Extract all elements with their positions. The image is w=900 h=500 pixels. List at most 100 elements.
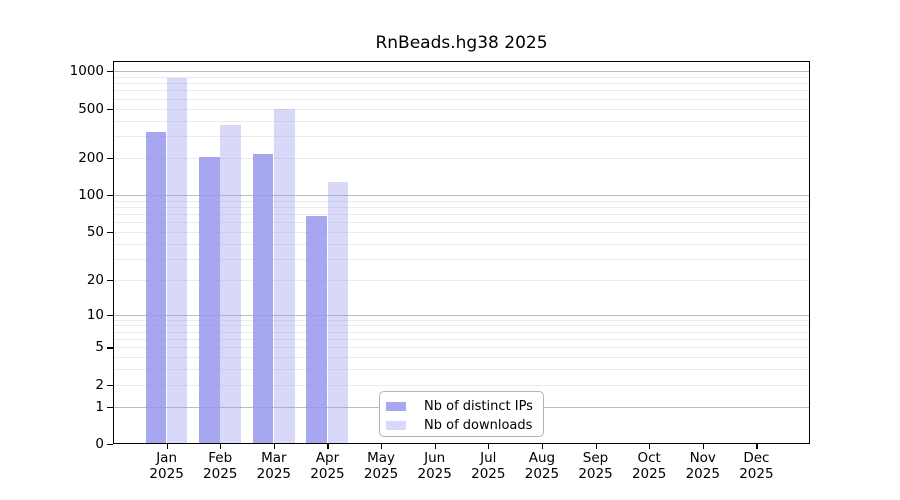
x-tick-label: Apr 2025 <box>299 450 355 483</box>
legend-item-downloads: Nb of downloads <box>386 416 535 435</box>
gridline-minor <box>113 279 810 281</box>
x-tick-month: Dec <box>743 450 770 466</box>
y-tick-mark <box>107 108 113 110</box>
x-tick-year: 2025 <box>471 466 506 483</box>
y-tick-label: 20 <box>86 271 104 288</box>
y-tick-label: 1000 <box>69 63 104 80</box>
x-tick-mark <box>327 444 329 449</box>
x-tick-mark <box>166 444 168 449</box>
y-tick-mark <box>107 195 113 197</box>
x-tick-month: Apr <box>315 450 340 466</box>
x-tick-mark <box>220 444 222 449</box>
gridline-minor <box>113 347 810 349</box>
gridline-minor <box>113 214 810 216</box>
x-tick-month: Jun <box>424 450 446 466</box>
x-tick-label: Jan 2025 <box>139 450 195 483</box>
x-tick-year: 2025 <box>203 466 238 483</box>
x-tick-month: Sep <box>582 450 609 466</box>
legend-label-downloads: Nb of downloads <box>424 418 533 433</box>
legend-swatch-downloads <box>386 421 406 430</box>
x-tick-mark <box>541 444 544 449</box>
x-tick-year: 2025 <box>685 466 720 483</box>
gridline-major <box>113 195 810 196</box>
bar-distinct-ips-mar <box>252 153 274 444</box>
x-tick-year: 2025 <box>739 466 774 483</box>
x-tick-month: Mar <box>261 450 287 466</box>
x-tick-label: Aug 2025 <box>514 450 570 483</box>
x-tick-mark <box>273 444 276 449</box>
x-tick-month: Aug <box>528 450 556 466</box>
gridline-minor <box>113 206 810 208</box>
gridline-minor <box>113 369 810 371</box>
x-tick-year: 2025 <box>417 466 452 483</box>
y-tick-label: 100 <box>78 187 104 203</box>
y-tick-mark <box>107 231 113 234</box>
y-tick-mark <box>107 406 113 408</box>
x-tick-label: May 2025 <box>353 450 409 483</box>
x-tick-month: May <box>367 450 396 466</box>
y-tick-label: 50 <box>86 223 104 240</box>
x-tick-mark <box>649 444 651 449</box>
x-tick-mark <box>381 444 383 449</box>
y-tick-mark <box>107 279 113 281</box>
x-tick-mark <box>756 444 758 449</box>
x-tick-mark <box>595 444 597 449</box>
legend-item-distinct-ips: Nb of distinct IPs <box>386 397 535 416</box>
gridline-minor <box>113 339 810 341</box>
gridline-minor <box>113 222 810 224</box>
y-tick-mark <box>107 347 113 349</box>
bar-distinct-ips-jan <box>145 131 167 444</box>
y-tick-label: 500 <box>78 100 104 117</box>
legend: Nb of distinct IPs Nb of downloads <box>379 391 544 437</box>
bar-downloads-apr <box>327 182 349 444</box>
x-tick-month: Oct <box>637 450 661 466</box>
gridline-minor <box>113 231 810 233</box>
gridline-minor <box>113 384 810 386</box>
x-tick-label: Nov 2025 <box>675 450 731 483</box>
gridline-minor <box>113 157 810 159</box>
y-tick-label: 200 <box>78 149 104 166</box>
x-tick-month: Jan <box>156 450 178 466</box>
legend-label-distinct-ips: Nb of distinct IPs <box>424 399 533 414</box>
x-tick-label: Mar 2025 <box>246 450 302 483</box>
x-tick-year: 2025 <box>310 466 345 483</box>
bar-distinct-ips-apr <box>306 216 327 444</box>
x-tick-month: Nov <box>689 450 716 466</box>
x-tick-year: 2025 <box>524 466 560 483</box>
x-tick-mark <box>434 444 436 449</box>
x-tick-month: Feb <box>208 450 233 466</box>
x-tick-label: Feb 2025 <box>192 450 248 483</box>
x-tick-month: Jul <box>480 450 497 466</box>
x-tick-year: 2025 <box>363 466 399 483</box>
y-tick-label: 2 <box>95 376 104 393</box>
y-tick-mark <box>107 71 113 73</box>
x-tick-label: Dec 2025 <box>728 450 784 483</box>
gridline-minor <box>113 98 810 100</box>
gridline-major <box>113 314 810 316</box>
y-tick-mark <box>107 384 113 386</box>
y-tick-mark <box>107 444 113 446</box>
plot-area <box>113 61 810 444</box>
gridline-minor <box>113 331 810 333</box>
gridline-minor <box>113 243 810 245</box>
bar-downloads-feb <box>220 125 241 444</box>
gridline-minor <box>113 319 810 321</box>
gridline-minor <box>113 136 810 138</box>
gridline-minor <box>113 200 810 202</box>
x-tick-label: Oct 2025 <box>621 450 677 483</box>
gridline-minor <box>113 325 810 327</box>
x-tick-year: 2025 <box>256 466 292 483</box>
y-tick-mark <box>107 157 113 160</box>
x-tick-year: 2025 <box>149 466 184 483</box>
legend-swatch-distinct-ips <box>386 402 406 411</box>
gridline-minor <box>113 258 810 260</box>
gridline-minor <box>113 120 810 122</box>
gridline-major <box>113 71 810 73</box>
x-tick-label: Sep 2025 <box>568 450 624 483</box>
bar-downloads-jan <box>166 77 188 444</box>
gridline-minor <box>113 357 810 359</box>
y-tick-label: 10 <box>86 306 104 323</box>
x-tick-label: Jul 2025 <box>460 450 516 483</box>
y-tick-label: 1 <box>95 398 104 415</box>
